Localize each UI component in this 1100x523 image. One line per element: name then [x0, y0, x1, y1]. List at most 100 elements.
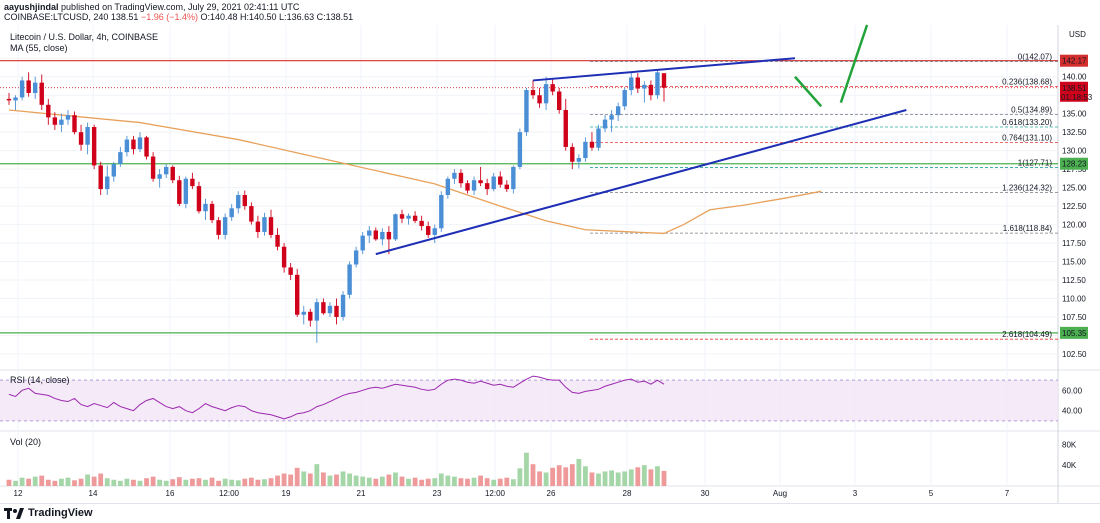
candle-body — [33, 82, 38, 93]
volume-bar — [327, 475, 333, 486]
level-tag — [1060, 326, 1088, 339]
candle — [301, 305, 306, 325]
candle-body — [39, 82, 44, 105]
volume-bar — [425, 478, 431, 486]
author-name[interactable]: aayushjindal — [4, 2, 59, 12]
time-tick-label: 21 — [357, 489, 366, 498]
price-tick-label: 130.00 — [1062, 147, 1087, 156]
volume-bar — [72, 480, 77, 486]
volume-bar — [222, 478, 228, 486]
candle-body — [150, 156, 156, 179]
candle-body — [642, 84, 647, 89]
price-tick-label: 112.50 — [1062, 276, 1086, 285]
volume-bar — [59, 478, 64, 486]
volume-tick-label: 80K — [1062, 440, 1077, 449]
level-tag — [1060, 157, 1088, 170]
candle — [275, 228, 280, 251]
candle — [262, 212, 267, 236]
candle-body — [124, 139, 130, 153]
candle-body — [576, 158, 582, 162]
candle — [491, 172, 496, 192]
symbol: COINBASE:LTCUSD, 240 — [4, 12, 109, 22]
volume-bar — [78, 478, 84, 486]
candle-body — [78, 132, 84, 145]
candle-body — [65, 115, 71, 120]
volume-bar — [170, 479, 176, 486]
tradingview-brand[interactable]: TradingView — [4, 507, 93, 519]
candle-body — [530, 90, 536, 96]
candle-body — [177, 180, 182, 204]
candle — [170, 165, 175, 184]
volume-bar — [117, 480, 123, 486]
candle — [157, 169, 162, 188]
volume-bar — [635, 467, 641, 486]
candle-body — [399, 214, 405, 219]
footer: TradingView — [0, 503, 1100, 523]
time-tick-label: Aug — [773, 489, 787, 498]
candle — [629, 73, 634, 96]
volume-bar — [452, 476, 457, 486]
level-tag-label: 128.23 — [1062, 160, 1087, 169]
candle-body — [111, 163, 116, 177]
candle — [164, 163, 169, 178]
candle — [65, 110, 71, 125]
time-axis: 12 14 16 12:00 19 21 23 12:00 26 28 30 Aug 3 5 7 — [14, 489, 1010, 498]
candle-body — [635, 77, 640, 89]
candle-body — [229, 208, 234, 218]
candle-body — [268, 217, 274, 235]
candle — [570, 143, 575, 170]
price-tick-label: 110.00 — [1062, 294, 1086, 303]
candle-body — [255, 221, 261, 232]
candle — [308, 308, 313, 327]
candle — [33, 76, 38, 99]
candle — [602, 115, 608, 133]
candle — [517, 128, 523, 170]
candle — [131, 135, 136, 155]
volume-bar — [124, 478, 130, 486]
candle-body — [550, 84, 555, 92]
candle — [209, 200, 215, 224]
candle-body — [524, 90, 529, 133]
candle — [85, 122, 90, 155]
candle — [39, 74, 44, 110]
candle-body — [445, 178, 451, 195]
horizontal-levels — [0, 60, 1058, 334]
volume-bar — [648, 469, 654, 486]
price-tick-label: 115.00 — [1062, 258, 1086, 267]
candle-body — [380, 231, 385, 240]
volume-bar — [85, 474, 90, 486]
volume-bar — [190, 478, 195, 486]
volume-bar — [491, 479, 497, 486]
candle-body — [452, 172, 457, 179]
price-change: −1.96 (−1.4%) — [140, 12, 198, 22]
candle-body — [629, 77, 634, 91]
volume-bar — [550, 467, 556, 486]
candle-body — [275, 234, 280, 247]
symbol-line: COINBASE:LTCUSD, 240 138.51 −1.96 (−1.4%… — [4, 12, 353, 22]
candle — [419, 215, 424, 231]
volume-bar — [360, 476, 366, 486]
rsi-line — [8, 375, 665, 420]
candle — [144, 135, 149, 160]
candle-body — [393, 214, 398, 240]
volume-bar — [628, 469, 634, 486]
resistance-trendline — [532, 57, 796, 82]
price-tick-label: 117.50 — [1062, 239, 1086, 248]
candle — [46, 98, 51, 125]
candle — [216, 217, 221, 240]
time-tick-label: 5 — [929, 489, 934, 498]
candle — [314, 298, 320, 343]
volume-bar — [32, 476, 38, 486]
candle-body — [216, 220, 221, 235]
candle-body — [157, 174, 162, 179]
candle — [59, 113, 64, 133]
candle-body — [19, 80, 25, 98]
candle-body — [465, 183, 470, 191]
volume-bar — [641, 465, 647, 486]
candle — [26, 72, 31, 97]
candle — [150, 152, 156, 182]
volume-bar — [576, 458, 582, 486]
volume-bar — [622, 471, 628, 486]
candle-body — [596, 128, 601, 148]
